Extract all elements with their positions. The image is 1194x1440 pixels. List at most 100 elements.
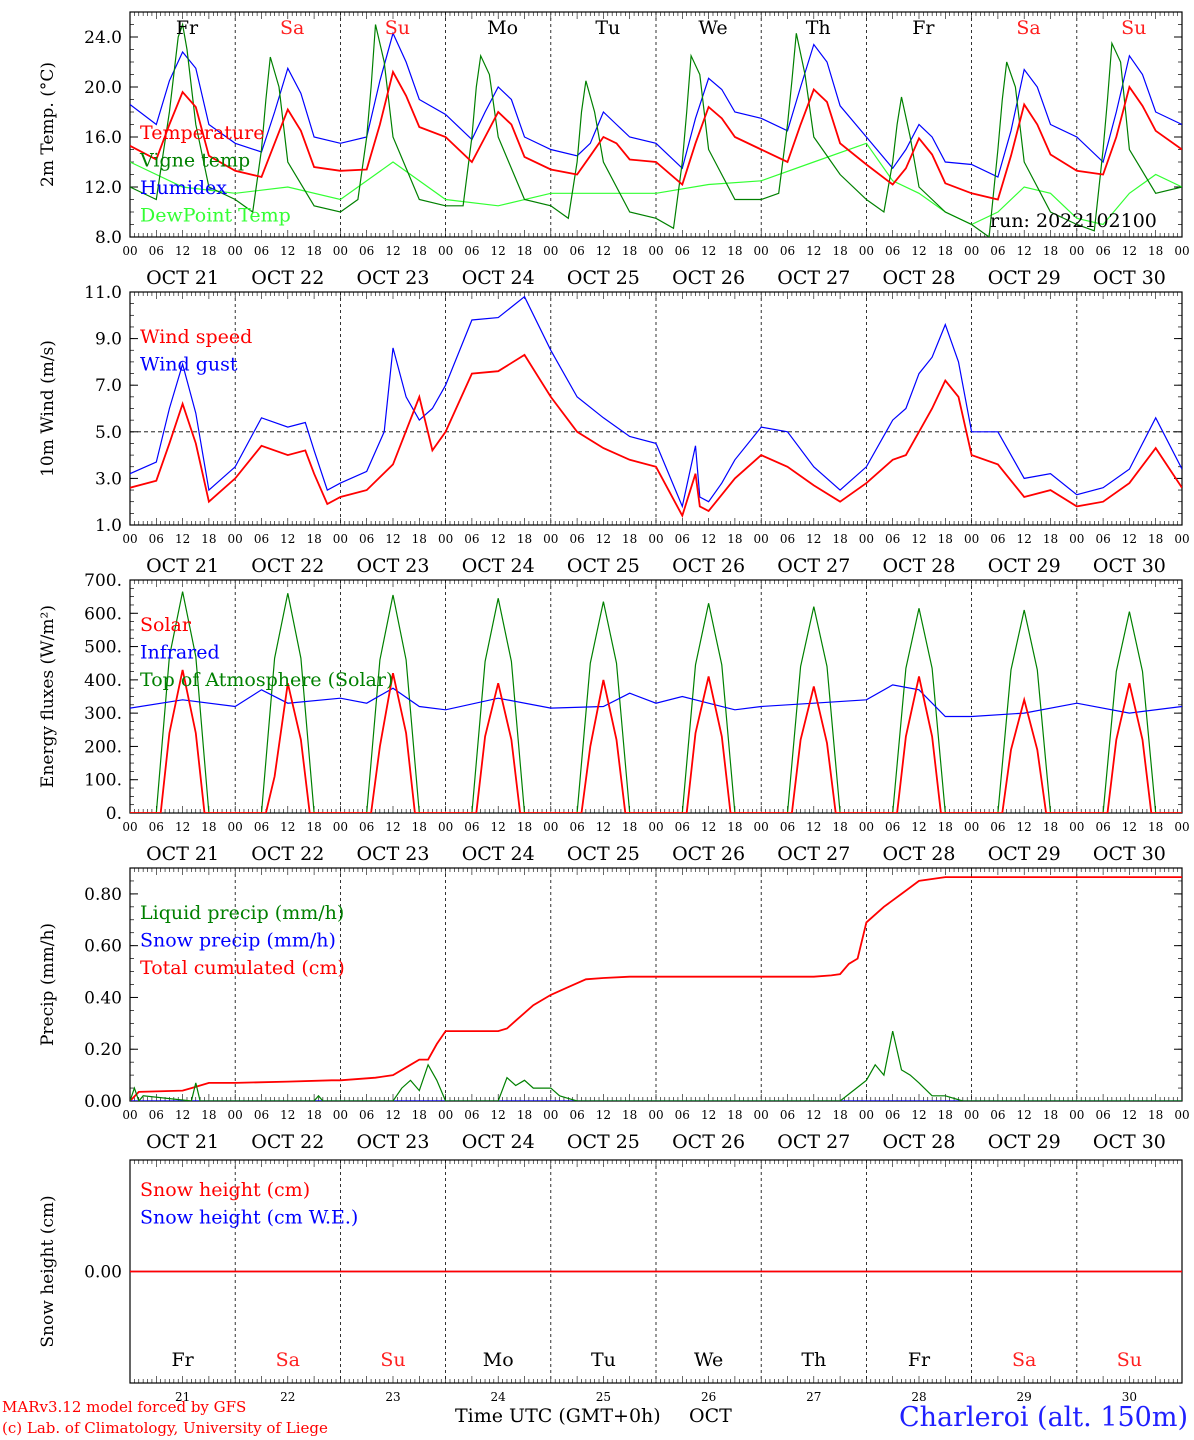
weekday-label: Fr (171, 1349, 194, 1371)
date-label: OCT 27 (777, 267, 850, 289)
hour-tick-label: 06 (885, 820, 900, 834)
y-tick-label: 0.20 (84, 1040, 122, 1060)
hour-tick-label: 00 (333, 244, 348, 258)
hour-tick-label: 00 (333, 820, 348, 834)
series-line-total-cumulated-cm- (130, 876, 1182, 1101)
legend-entry: Wind speed (140, 326, 252, 348)
hour-tick-label: 00 (543, 244, 558, 258)
weekday-label: Mo (483, 1349, 514, 1371)
hour-tick-label: 12 (1017, 532, 1032, 546)
hour-tick-label: 18 (1148, 1108, 1163, 1122)
date-label: OCT 24 (462, 1131, 535, 1153)
legend-entry: Solar (140, 614, 192, 636)
hour-tick-label: 18 (938, 1108, 953, 1122)
hour-tick-label: 00 (438, 532, 453, 546)
hour-tick-label: 06 (990, 244, 1005, 258)
weekday-label: Tu (595, 17, 620, 39)
hour-tick-label: 18 (622, 244, 637, 258)
hour-tick-label: 00 (754, 1108, 769, 1122)
hour-tick-label: 00 (228, 1108, 243, 1122)
legend-entry: Total cumulated (cm) (140, 957, 345, 979)
hour-tick-label: 18 (1043, 1108, 1058, 1122)
hour-tick-label: 12 (491, 820, 506, 834)
hour-tick-label: 12 (491, 244, 506, 258)
hour-tick-label: 06 (1095, 244, 1110, 258)
y-axis-label: Energy fluxes (W/m²) (38, 605, 58, 788)
legend-entry: Temperature (140, 122, 264, 144)
date-label: OCT 24 (462, 555, 535, 577)
date-label: OCT 24 (462, 843, 535, 865)
y-tick-label: 0. (106, 804, 122, 824)
hour-tick-label: 18 (727, 1108, 742, 1122)
hour-tick-label: 12 (1017, 244, 1032, 258)
hour-tick-label: 12 (911, 244, 926, 258)
hour-tick-label: 12 (491, 1108, 506, 1122)
hour-tick-label: 18 (517, 532, 532, 546)
station-label: Charleroi (alt. 150m) (899, 1402, 1188, 1433)
hour-tick-label: 00 (964, 532, 979, 546)
hour-tick-label: 00 (1174, 532, 1189, 546)
hour-tick-label: 06 (464, 244, 479, 258)
hour-tick-label: 12 (175, 1108, 190, 1122)
series-line-top-of-atmosphere-solar- (130, 591, 1182, 813)
panel-5: 0.00 Snow height (cm) Snow height (cm) Snow… (38, 1159, 1183, 1404)
y-tick-label: 24.0 (84, 28, 122, 48)
series-line-infrared (130, 684, 1182, 718)
date-label: OCT 25 (567, 1131, 640, 1153)
hour-tick-label: 00 (964, 1108, 979, 1122)
hour-tick-label: 00 (1069, 820, 1084, 834)
hour-tick-label: 00 (438, 820, 453, 834)
y-tick-label: 1.0 (95, 516, 122, 536)
hour-tick-label: 06 (885, 1108, 900, 1122)
hour-tick-label: 18 (306, 1108, 321, 1122)
date-label: OCT 26 (672, 555, 745, 577)
hour-tick-label: 06 (780, 1108, 795, 1122)
day-number-label: 25 (596, 1390, 611, 1404)
weekday-label: Fr (176, 17, 199, 39)
y-tick-label: 0.60 (84, 937, 122, 957)
hour-tick-label: 06 (149, 1108, 164, 1122)
hour-tick-label: 12 (596, 1108, 611, 1122)
hour-tick-label: 12 (385, 1108, 400, 1122)
run-label: run: 2022102100 (990, 210, 1157, 232)
date-label: OCT 28 (882, 1131, 955, 1153)
hour-tick-label: 00 (333, 1108, 348, 1122)
hour-tick-label: 00 (859, 1108, 874, 1122)
y-tick-label: 100. (84, 771, 122, 791)
legend-entry: Liquid precip (mm/h) (140, 902, 344, 924)
hour-tick-label: 18 (412, 820, 427, 834)
date-label: OCT 28 (882, 843, 955, 865)
hour-tick-label: 06 (254, 1108, 269, 1122)
hour-tick-label: 06 (149, 820, 164, 834)
y-tick-label: 0.00 (84, 1263, 122, 1283)
hour-tick-label: 18 (832, 1108, 847, 1122)
weekday-label: Su (1121, 17, 1146, 39)
date-label: OCT 25 (567, 267, 640, 289)
date-label: OCT 21 (146, 555, 219, 577)
hour-tick-label: 06 (359, 532, 374, 546)
hour-tick-label: 00 (754, 532, 769, 546)
hour-tick-label: 00 (122, 1108, 137, 1122)
hour-tick-label: 00 (543, 820, 558, 834)
hour-tick-label: 00 (1069, 532, 1084, 546)
hour-tick-label: 00 (438, 244, 453, 258)
hour-tick-label: 18 (201, 1108, 216, 1122)
panel-4: 0.00 0.20 0.40 0.60 0.80 Precip (mm/h) Liquid … (38, 867, 1190, 1153)
hour-tick-label: 00 (859, 820, 874, 834)
hour-tick-label: 06 (359, 244, 374, 258)
series-line-wind-speed (130, 353, 1182, 519)
hour-tick-label: 00 (228, 244, 243, 258)
hour-tick-label: 18 (832, 532, 847, 546)
date-label: OCT 26 (672, 267, 745, 289)
time-axis-month: OCT (689, 1405, 732, 1427)
date-label: OCT 22 (251, 555, 324, 577)
y-tick-label: 5.0 (95, 423, 122, 443)
hour-tick-label: 12 (491, 532, 506, 546)
hour-tick-label: 06 (464, 532, 479, 546)
hour-tick-label: 18 (1148, 820, 1163, 834)
day-number-label: 26 (701, 1390, 716, 1404)
weekday-label: Su (380, 1349, 405, 1371)
legend-entry: Wind gust (140, 354, 238, 376)
hour-tick-label: 00 (122, 244, 137, 258)
